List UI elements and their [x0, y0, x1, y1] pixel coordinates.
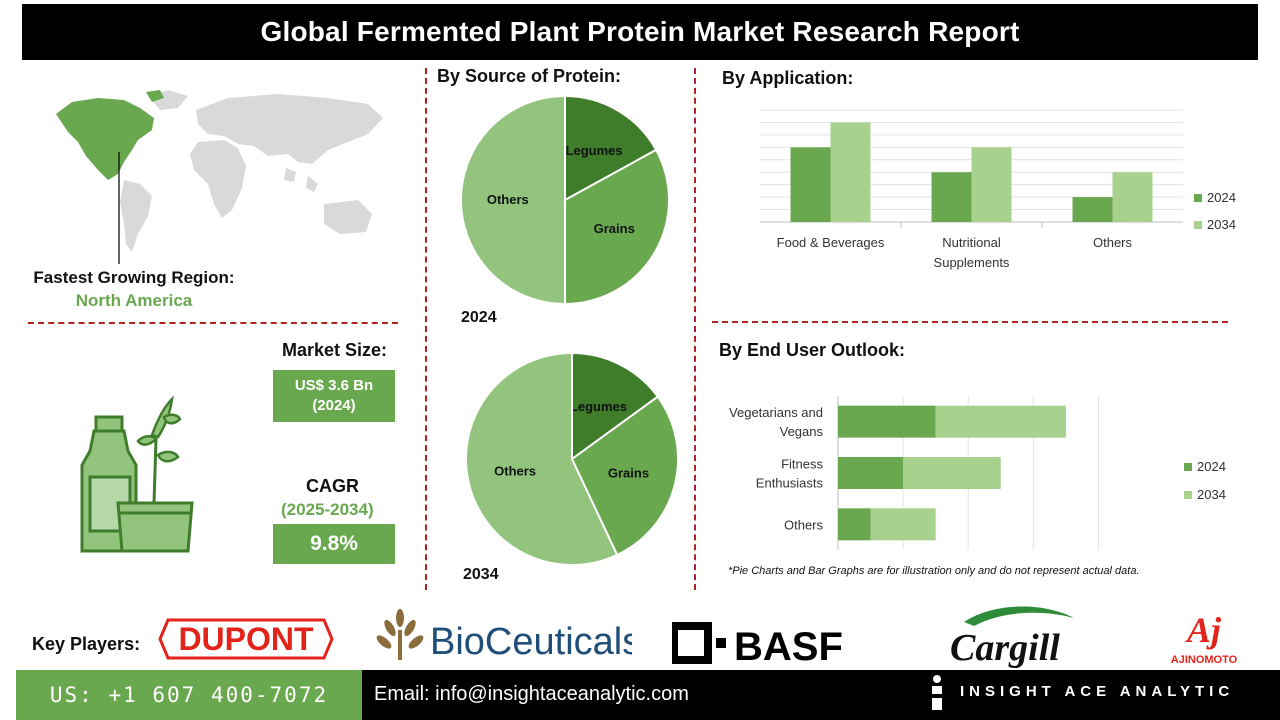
end-user-bar-chart: Vegetarians and Vegans Fitness Enthusiasts O… — [729, 396, 1226, 550]
bioceuticals-logo-text: BioCeuticals — [430, 621, 632, 663]
app-bar-2034-2 — [1112, 172, 1153, 222]
basf-logo: BASF — [672, 622, 843, 666]
pie-label-others: Others — [487, 192, 529, 207]
email-link[interactable]: Email: info@insightaceanalytic.com — [374, 683, 689, 705]
divider-left — [425, 68, 427, 590]
app-category-label: Supplements — [934, 255, 1010, 270]
application-section-title: By Application: — [722, 68, 854, 88]
pie-label-others: Others — [494, 464, 536, 479]
cagr-period: (2025-2034) — [281, 500, 374, 519]
phone-number[interactable]: US: +1 607 400-7072 — [49, 683, 329, 707]
ajinomoto-logo: Aj AJINOMOTO — [1171, 610, 1238, 666]
dupont-logo: DUPONT — [158, 618, 334, 660]
pie-slice-grains — [570, 395, 679, 557]
brand-icon — [928, 675, 946, 710]
pie-year-2034: 2034 — [463, 566, 499, 583]
app-bar-2034-1 — [971, 147, 1012, 222]
pie-slice-legumes — [564, 94, 658, 202]
world-map — [56, 90, 383, 264]
cagr-label: CAGR — [306, 476, 359, 496]
enduser-category-label: Fitness — [781, 457, 823, 472]
bioceuticals-logo: BioCeuticals — [376, 609, 632, 663]
enduser-category-label: Vegetarians and — [729, 405, 823, 420]
pie-year-2024: 2024 — [461, 309, 497, 326]
region-label: Fastest Growing Region: — [33, 268, 235, 287]
pie-label-legumes: Legumes — [566, 143, 623, 158]
brand-name: INSIGHT ACE ANALYTIC — [960, 683, 1235, 700]
pie-chart-2024: Legumes Grains Others — [460, 94, 670, 306]
market-size-box: US$ 3.6 Bn (2024) — [273, 370, 395, 422]
page-title: Global Fermented Plant Protein Market Re… — [260, 16, 1020, 47]
pie-slice-grains — [564, 148, 670, 306]
divider-region — [28, 322, 398, 324]
pie-label-grains: Grains — [608, 465, 649, 480]
app-category-label: Nutritional — [942, 235, 1001, 250]
source-section-title: By Source of Protein: — [437, 66, 622, 86]
basf-logo-text: BASF — [734, 625, 843, 666]
market-size-year: (2024) — [312, 397, 356, 414]
svg-text:Aj: Aj — [1185, 610, 1222, 650]
enduser-bar-2034-0 — [935, 405, 1066, 438]
divider-right — [694, 68, 696, 590]
pie-slice-others — [465, 351, 619, 566]
market-size-label: Market Size: — [282, 340, 388, 360]
app-bar-2024-2 — [1072, 197, 1113, 222]
enduser-bar-2024-0 — [838, 405, 936, 438]
region-value: North America — [75, 291, 193, 310]
north-america-region — [56, 98, 154, 180]
enduser-legend-swatch-2024 — [1184, 463, 1192, 471]
title-bar: Global Fermented Plant Protein Market Re… — [22, 4, 1258, 60]
enduser-bar-2024-2 — [838, 508, 871, 541]
pie-chart-2034: Legumes Grains Others — [465, 351, 679, 566]
app-bar-2024-0 — [790, 147, 831, 222]
footnote: *Pie Charts and Bar Graphs are for illus… — [728, 565, 1140, 577]
pie-slice-legumes — [571, 351, 660, 461]
phone-bar: US: +1 607 400-7072 — [16, 670, 362, 720]
enduser-category-label: Others — [784, 517, 824, 532]
end-user-section-title: By End User Outlook: — [719, 340, 906, 360]
market-size-value: US$ 3.6 Bn — [294, 377, 374, 394]
enduser-bar-2024-1 — [838, 457, 904, 489]
app-legend-swatch-2034 — [1194, 221, 1202, 229]
dupont-logo-text: DUPONT — [178, 621, 314, 657]
app-bar-2034-0 — [830, 122, 871, 222]
app-category-label: Food & Beverages — [777, 235, 885, 250]
enduser-legend-label-2024: 2024 — [1197, 459, 1226, 474]
cagr-box: 9.8% — [273, 524, 395, 564]
pie-label-legumes: Legumes — [570, 399, 627, 414]
app-category-label: Others — [1093, 235, 1133, 250]
cargill-logo-text: Cargill — [950, 627, 1060, 668]
footer-bar — [362, 670, 1280, 720]
enduser-bar-2034-1 — [903, 457, 1001, 489]
divider-application — [712, 321, 1228, 323]
ajinomoto-logo-text: AJINOMOTO — [1171, 654, 1238, 666]
enduser-category-label: Vegans — [780, 424, 824, 439]
app-legend-swatch-2024 — [1194, 194, 1202, 202]
key-players-label: Key Players: — [32, 634, 141, 654]
app-bar-2024-1 — [931, 172, 972, 222]
enduser-legend-label-2034: 2034 — [1197, 487, 1226, 502]
app-legend-label-2034: 2034 — [1207, 217, 1236, 232]
plant-bottle-icon — [80, 395, 194, 553]
enduser-bar-2034-2 — [870, 508, 936, 541]
application-bar-chart: Food & Beverages Nutritional Supplements Ot… — [760, 109, 1236, 270]
cagr-value: 9.8% — [310, 532, 358, 555]
pie-slice-others — [460, 94, 566, 306]
enduser-legend-swatch-2034 — [1184, 491, 1192, 499]
cargill-logo: Cargill — [950, 606, 1074, 668]
app-legend-label-2024: 2024 — [1207, 190, 1236, 205]
enduser-category-label: Enthusiasts — [756, 476, 824, 491]
south-america-region — [120, 180, 152, 252]
pie-label-grains: Grains — [594, 221, 635, 236]
